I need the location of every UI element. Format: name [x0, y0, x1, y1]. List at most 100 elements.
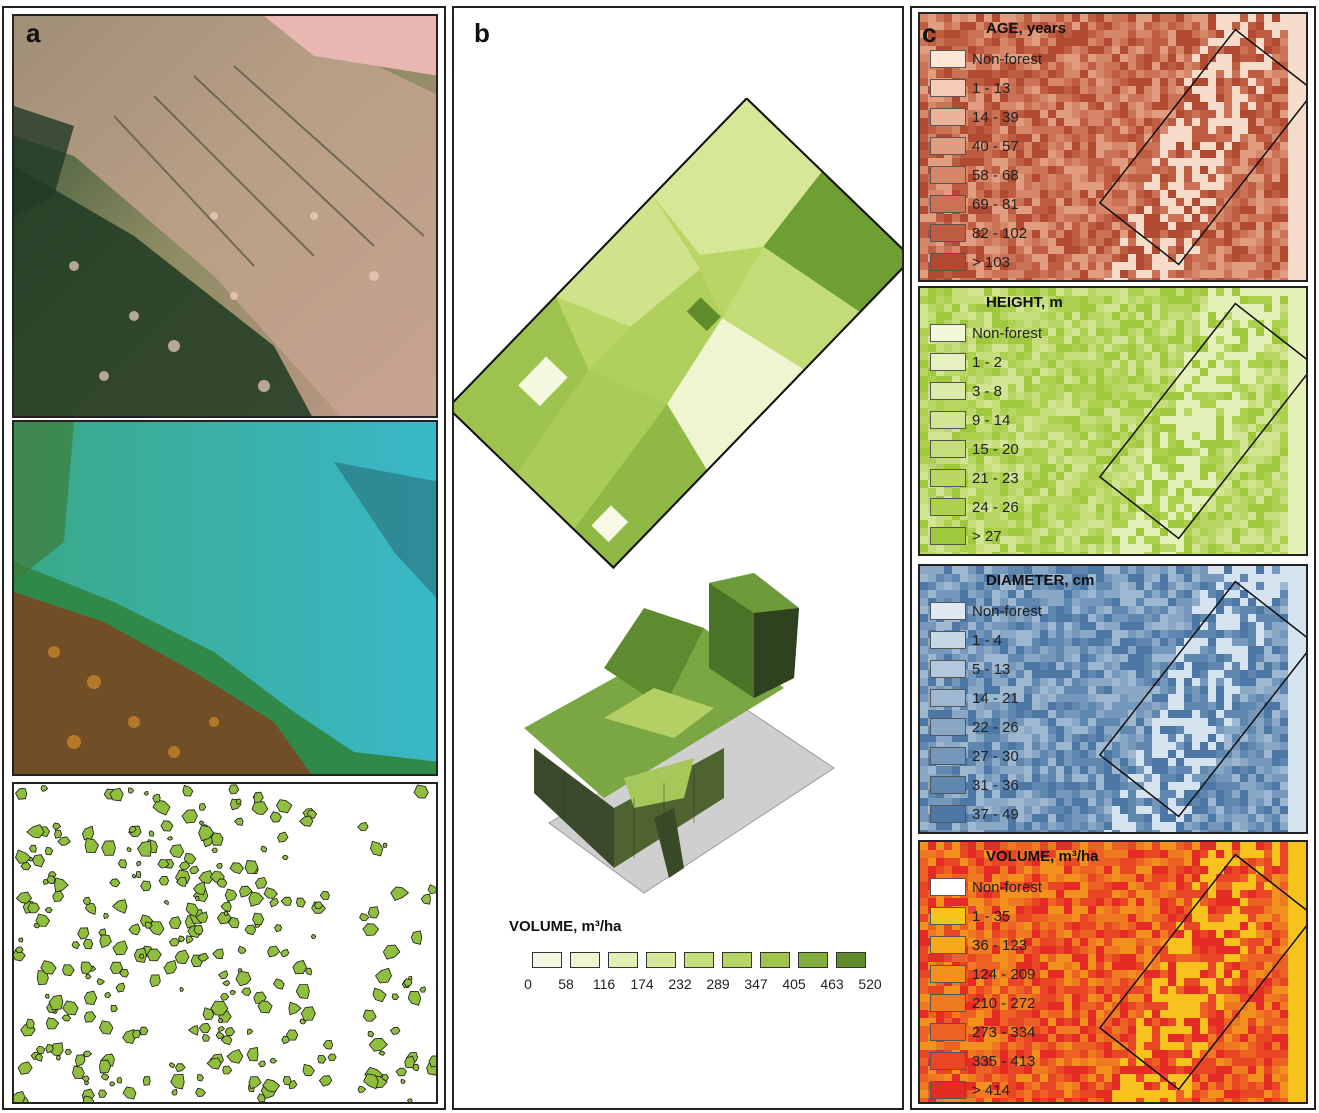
tree-crown-polygon — [305, 967, 313, 976]
age-legend-label: 82 - 102 — [972, 224, 1028, 242]
volume-legend-swatch — [930, 1081, 966, 1099]
volume-legend-item: 124 - 209 — [930, 963, 1035, 985]
tree-crown-polygon — [152, 799, 171, 816]
volume-stand-map-3d — [524, 573, 835, 894]
tree-crown-polygon — [77, 927, 90, 940]
volume-legend-tick: 0 — [524, 976, 532, 992]
volume-stand-map-2d — [454, 98, 902, 569]
diameter-map: DIAMETER, cm Non-forest 1 - 4 5 - 13 14 - 21… — [918, 564, 1308, 834]
tree-crown-polygon — [252, 912, 265, 926]
tree-crown-polygon — [48, 994, 64, 1011]
tree-crown-polygon — [381, 1074, 389, 1081]
tree-crown-polygon — [220, 993, 230, 1001]
tree-crown-polygon — [248, 1076, 262, 1090]
tree-crown-polygon — [400, 1078, 406, 1084]
age-legend-swatch — [930, 224, 966, 242]
volume-map: VOLUME, m³/ha Non-forest 1 - 35 36 - 123 124… — [918, 840, 1308, 1104]
height-legend-item: 1 - 2 — [930, 351, 1002, 373]
lidar-footprint-outline — [1098, 28, 1306, 266]
age-legend-label: 58 - 68 — [972, 166, 1019, 184]
tree-crown-polygon — [116, 1077, 123, 1084]
diameter-legend-swatch — [930, 602, 966, 620]
tree-crown-polygon — [101, 840, 116, 856]
tree-crown-polygon — [40, 960, 57, 975]
volume-legend-label: 124 - 209 — [972, 965, 1036, 983]
tree-crown-polygon — [168, 916, 182, 930]
height-legend-swatch — [930, 498, 966, 516]
tree-crown-polygon — [234, 817, 244, 826]
tree-crown-polygon — [229, 989, 237, 995]
height-legend-swatch — [930, 411, 966, 429]
volume-legend-swatch — [930, 936, 966, 954]
tree-crown-polygon — [128, 923, 141, 936]
tree-crown-polygon — [142, 1076, 151, 1086]
tree-crown-polygon — [83, 1011, 97, 1023]
volume-legend-tick: 405 — [782, 976, 806, 992]
tree-crown-polygon — [81, 825, 95, 841]
diameter-legend-item: Non-forest — [930, 600, 1042, 622]
tree-crown-polygon — [368, 1037, 388, 1052]
tree-crown-polygon — [226, 1049, 244, 1064]
tree-crown-polygon — [237, 968, 243, 974]
age-legend-swatch — [930, 137, 966, 155]
tree-crown-polygon — [163, 959, 177, 975]
tree-crown-polygon — [122, 1086, 137, 1100]
tree-crown-polygon — [185, 935, 194, 944]
tree-crown-polygon — [198, 870, 215, 884]
diameter-legend-item: 31 - 36 — [930, 774, 1019, 796]
tree-crown-polygon — [14, 1091, 26, 1102]
tree-crown-polygon — [45, 1043, 54, 1054]
tree-crown-polygon — [178, 935, 185, 943]
diameter-legend-label: 5 - 13 — [972, 660, 1011, 678]
volume-legend-title-b: VOLUME, m³/ha — [509, 918, 622, 935]
volume-legend-label: 1 - 35 — [972, 907, 1011, 925]
tree-crown-polygon — [15, 891, 33, 904]
tree-crown-polygon — [44, 907, 53, 914]
tree-crown-polygon — [175, 876, 188, 888]
volume-legend-label: 210 - 272 — [972, 994, 1036, 1012]
tree-crown-polygon — [20, 862, 32, 871]
tree-crown-polygon — [54, 829, 63, 839]
height-legend-label: Non-forest — [972, 324, 1043, 342]
volume-legend-swatch — [930, 878, 966, 896]
tree-crown-polygon — [274, 924, 283, 933]
age-legend-swatch — [930, 108, 966, 126]
tree-crown-polygon — [137, 840, 152, 857]
tree-crown-polygon — [357, 822, 369, 832]
age-legend-swatch — [930, 50, 966, 68]
tree-crown-polygon — [237, 945, 247, 954]
tree-crown-polygon — [269, 1058, 278, 1064]
tree-crown-polygon — [158, 875, 170, 886]
tree-crown-polygon — [109, 961, 124, 975]
tree-crown-polygon — [359, 912, 370, 922]
tree-crown-polygon — [206, 1057, 222, 1070]
tree-crown-polygon — [403, 978, 413, 988]
height-legend-item: 15 - 20 — [930, 438, 1019, 460]
age-legend-item: 69 - 81 — [930, 193, 1019, 215]
height-legend-item: > 27 — [930, 525, 1002, 547]
height-legend-item: 3 - 8 — [930, 380, 1002, 402]
volume-legend-tick: 347 — [744, 976, 768, 992]
tree-crown-polygon — [197, 952, 210, 962]
tree-crown-polygon — [166, 836, 174, 841]
tree-crown-polygon — [280, 896, 293, 906]
tree-crown-polygon — [391, 993, 400, 1001]
height-legend-label: 24 - 26 — [972, 498, 1019, 516]
tree-crown-polygon — [212, 948, 224, 960]
diameter-legend-swatch — [930, 718, 966, 736]
tree-crown-polygon — [127, 787, 135, 794]
tree-crown-polygon — [217, 1017, 224, 1024]
tree-crown-polygon — [170, 1073, 185, 1090]
diameter-legend-label: 22 - 26 — [972, 718, 1019, 736]
tree-crown-polygon — [285, 1029, 299, 1041]
age-legend-swatch — [930, 253, 966, 271]
volume-legend-tick: 174 — [630, 976, 654, 992]
tree-crown-polygon — [57, 836, 71, 846]
tree-crown-polygon — [389, 1026, 401, 1035]
tree-crown-polygon — [263, 887, 278, 899]
tree-crown-polygon — [419, 986, 426, 993]
volume-legend-swatch — [930, 1023, 966, 1041]
tree-crown-polygon — [382, 944, 401, 960]
tree-crown-polygon — [146, 948, 162, 962]
tree-crown-polygon — [314, 901, 324, 909]
